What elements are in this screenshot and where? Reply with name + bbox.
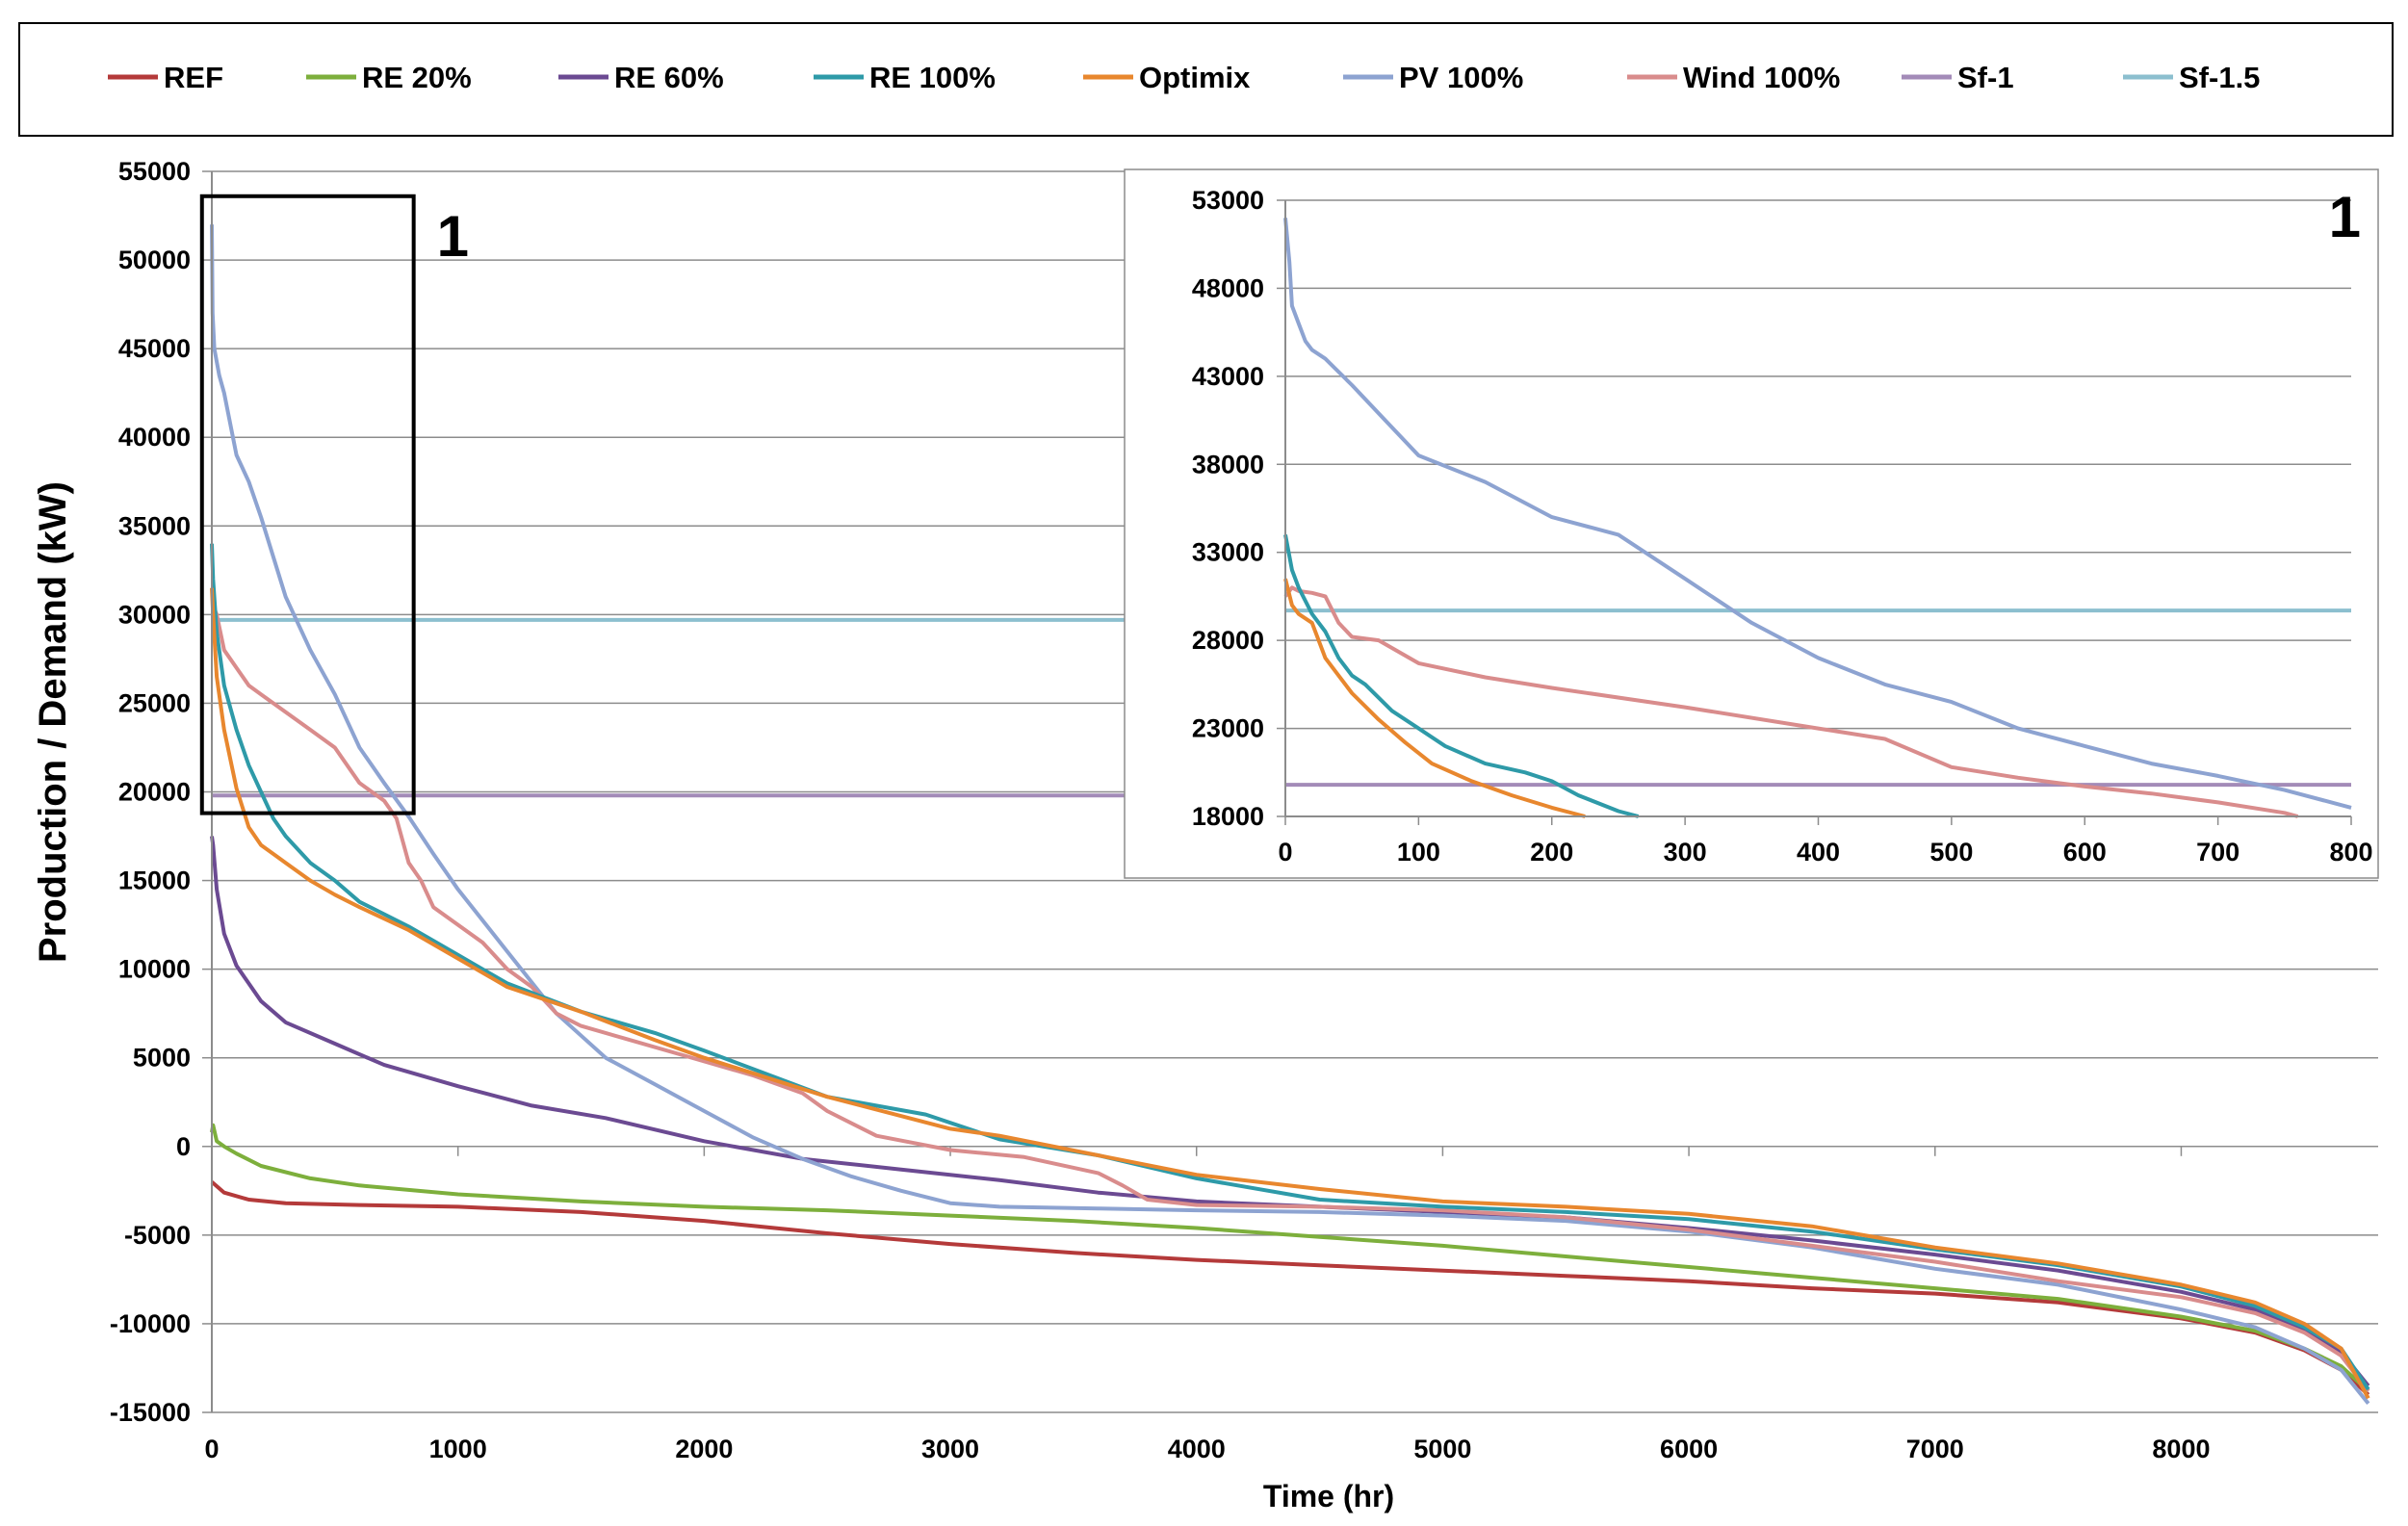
legend-frame xyxy=(18,22,2394,137)
legend-label-re-20pct: RE 20% xyxy=(362,61,472,94)
main-y-tick-label: 45000 xyxy=(118,334,191,363)
legend-label-sf-1: Sf-1 xyxy=(1957,61,2014,94)
inset-zoom-label: 1 xyxy=(2329,185,2361,249)
inset-y-tick-labels: 53000 48000 43000 38000 33000 28000 23000 18000 xyxy=(1192,186,1264,831)
inset-series-group xyxy=(1283,218,2352,818)
main-y-tick-label: 50000 xyxy=(118,246,191,274)
main-y-tick-label: 25000 xyxy=(118,688,191,717)
inset-y-tick-label: 28000 xyxy=(1192,626,1264,655)
zoom-box-label: 1 xyxy=(437,204,469,269)
main-y-tick-label: 15000 xyxy=(118,866,191,895)
x-axis-title: Time (hr) xyxy=(1263,1479,1394,1513)
inset-y-tick-label: 18000 xyxy=(1192,802,1264,831)
inset-series-wind-100pct xyxy=(1283,585,2299,818)
zoom-box-rect xyxy=(199,194,416,815)
main-y-tick-label: 35000 xyxy=(118,511,191,540)
y-axis-title: Production / Demand (kW) xyxy=(32,481,74,963)
legend-label-ref: REF xyxy=(164,61,223,94)
main-x-tick-label: 6000 xyxy=(1660,1435,1718,1463)
main-x-tick-label: 2000 xyxy=(675,1435,733,1463)
main-y-tick-labels: 5500050000450004000035000300002500020000… xyxy=(110,157,191,1427)
main-series-optimix xyxy=(210,587,2370,1400)
zoom-box: 1 xyxy=(199,194,469,815)
main-series-pv-100pct xyxy=(210,224,2370,1406)
inset-y-tick-label: 23000 xyxy=(1192,714,1264,743)
main-y-tick-label: 20000 xyxy=(118,778,191,807)
inset-plot: 5300048000430003800033000280002300018000… xyxy=(1124,168,2379,879)
inset-x-tick-labels: 0 100 200 300 400 500 600 700 800 xyxy=(1278,838,2372,866)
legend-label-re-60pct: RE 60% xyxy=(614,61,724,94)
inset-y-tick-label: 38000 xyxy=(1192,450,1264,478)
main-y-tick-label: 5000 xyxy=(133,1044,191,1073)
main-y-tick-label: 30000 xyxy=(118,600,191,629)
main-series-ref xyxy=(210,1180,2370,1397)
main-y-tick-label: 0 xyxy=(176,1132,191,1161)
main-y-tick-label: -10000 xyxy=(110,1309,191,1338)
inset-y-tick-label: 53000 xyxy=(1192,186,1264,215)
legend: REF RE 20% RE 60% RE 100% Optimix PV 100% Wind… xyxy=(18,22,2394,137)
inset-x-tick-label: 300 xyxy=(1664,838,1707,866)
inset-y-tick-label: 43000 xyxy=(1192,362,1264,391)
inset-series-optimix xyxy=(1283,578,1586,818)
main-x-tick-label: 5000 xyxy=(1413,1435,1471,1463)
main-x-tick-label: 3000 xyxy=(921,1435,979,1463)
legend-label-sf-1-5: Sf-1.5 xyxy=(2179,61,2260,94)
inset-x-tick-label: 600 xyxy=(2063,838,2107,866)
main-series-wind-100pct xyxy=(211,604,2370,1393)
main-series-re-20pct xyxy=(210,1123,2370,1393)
main-x-tick-label: 0 xyxy=(204,1435,219,1463)
inset-background xyxy=(1124,168,2379,879)
inset-series-re-100pct xyxy=(1283,534,1640,818)
main-x-tick-label: 4000 xyxy=(1168,1435,1226,1463)
legend-label-re-100pct: RE 100% xyxy=(869,61,996,94)
main-y-tick-label: 10000 xyxy=(118,955,191,984)
main-x-tick-label: 8000 xyxy=(2152,1435,2210,1463)
legend-label-wind-100pct: Wind 100% xyxy=(1683,61,1840,94)
main-series-re-60pct xyxy=(210,836,2370,1387)
inset-x-tick-label: 200 xyxy=(1530,838,1573,866)
main-x-tick-label: 1000 xyxy=(429,1435,487,1463)
inset-x-tick-label: 500 xyxy=(1929,838,1973,866)
inset-y-tick-label: 33000 xyxy=(1192,538,1264,567)
main-x-tick-label: 7000 xyxy=(1906,1435,1964,1463)
legend-label-pv-100pct: PV 100% xyxy=(1399,61,1523,94)
inset-x-tick-label: 0 xyxy=(1278,838,1292,866)
inset-x-tick-label: 700 xyxy=(2196,838,2240,866)
main-y-tick-label: -5000 xyxy=(124,1221,191,1250)
main-x-tick-labels: 0 1000 2000 3000 4000 5000 6000 7000 8000 xyxy=(204,1435,2210,1463)
inset-y-tick-label: 48000 xyxy=(1192,273,1264,302)
inset-x-tick-label: 800 xyxy=(2329,838,2372,866)
main-y-tick-label: -15000 xyxy=(110,1398,191,1427)
inset-x-tick-label: 400 xyxy=(1797,838,1840,866)
inset-series-pv-100pct xyxy=(1283,218,2352,810)
legend-label-optimix: Optimix xyxy=(1139,61,1251,94)
inset-axes xyxy=(1277,199,2352,825)
inset-x-tick-label: 100 xyxy=(1397,838,1440,866)
main-y-tick-label: 55000 xyxy=(118,157,191,186)
main-y-tick-label: 40000 xyxy=(118,423,191,452)
